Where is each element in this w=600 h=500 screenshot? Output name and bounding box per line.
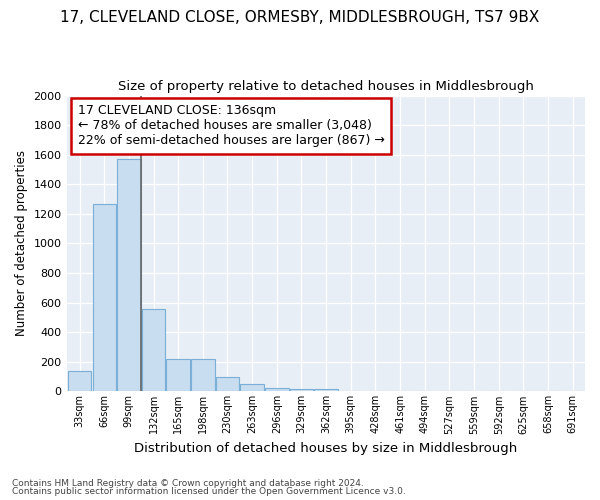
- Bar: [142, 308, 165, 392]
- Bar: [265, 388, 289, 392]
- Bar: [290, 389, 313, 392]
- Bar: [117, 159, 140, 392]
- Bar: [191, 359, 215, 392]
- Bar: [166, 359, 190, 392]
- Bar: [241, 384, 264, 392]
- Text: Contains HM Land Registry data © Crown copyright and database right 2024.: Contains HM Land Registry data © Crown c…: [12, 478, 364, 488]
- Y-axis label: Number of detached properties: Number of detached properties: [15, 150, 28, 336]
- Bar: [216, 378, 239, 392]
- Text: Contains public sector information licensed under the Open Government Licence v3: Contains public sector information licen…: [12, 487, 406, 496]
- Bar: [314, 389, 338, 392]
- X-axis label: Distribution of detached houses by size in Middlesbrough: Distribution of detached houses by size …: [134, 442, 518, 455]
- Bar: [92, 204, 116, 392]
- Text: 17, CLEVELAND CLOSE, ORMESBY, MIDDLESBROUGH, TS7 9BX: 17, CLEVELAND CLOSE, ORMESBY, MIDDLESBRO…: [61, 10, 539, 25]
- Bar: [68, 370, 91, 392]
- Text: 17 CLEVELAND CLOSE: 136sqm
← 78% of detached houses are smaller (3,048)
22% of s: 17 CLEVELAND CLOSE: 136sqm ← 78% of deta…: [77, 104, 385, 148]
- Title: Size of property relative to detached houses in Middlesbrough: Size of property relative to detached ho…: [118, 80, 534, 93]
